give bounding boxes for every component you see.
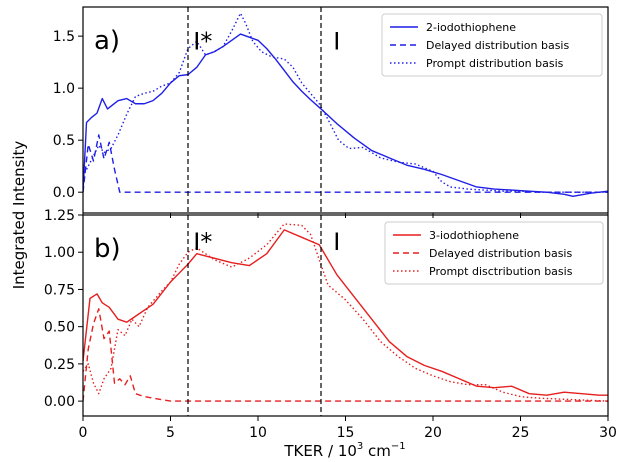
panel-label: a) — [94, 26, 120, 56]
panel-a: 0.0 0.5 1.0 1.5 a) I* I 2-iodothiophene Delayed … — [53, 6, 609, 218]
legend: 3-iodothiophene Delayed distribution basi… — [384, 221, 604, 285]
plot-area — [83, 223, 608, 402]
y-tick-label: 0.5 — [53, 133, 75, 149]
panel-b: 0.00 0.25 0.50 0.75 1.00 1.25 0 5 10 15 20 25 30 b) I*… — [44, 208, 617, 441]
series-line-1 — [83, 33, 608, 198]
x-axis-title-unit: cm — [363, 442, 391, 460]
legend-frame — [381, 13, 603, 77]
y-tick-label: 1.5 — [53, 29, 75, 45]
legend-label: Delayed distribution basis — [429, 247, 572, 260]
series-line-1 — [83, 229, 608, 396]
x-axis-title-unit-sup: −1 — [391, 441, 406, 452]
series-line-2 — [83, 134, 608, 193]
x-tick-label: 25 — [512, 425, 530, 441]
legend-label: 3-iodothiophene — [429, 229, 519, 242]
y-tick-label: 1.25 — [44, 208, 75, 224]
x-tick-label: 0 — [79, 425, 88, 441]
x-axis-title-main: TKER / 10 — [283, 442, 357, 460]
annotation-2: I — [333, 27, 340, 55]
y-tick-label: 0.0 — [53, 185, 75, 201]
y-tick-label: 0.75 — [44, 282, 75, 298]
legend: 2-iodothiophene Delayed distribution basi… — [381, 13, 603, 77]
x-axis-title-sup: 3 — [357, 441, 363, 452]
x-tick-label: 20 — [424, 425, 442, 441]
x-tick-label: 5 — [166, 425, 175, 441]
panel-label: b) — [94, 234, 121, 264]
y-tick-label: 0.00 — [44, 394, 75, 410]
annotation-2: I — [333, 228, 340, 256]
legend-label: 2-iodothiophene — [426, 21, 516, 34]
legend-label: Prompt disctribution basis — [429, 265, 573, 278]
series-line-2 — [83, 308, 608, 402]
annotation-1: I* — [193, 228, 212, 256]
x-axis-title: TKER / 103 cm−1 — [283, 441, 405, 460]
y-tick-label: 1.00 — [44, 245, 75, 261]
y-tick-label: 0.25 — [44, 357, 75, 373]
x-tick-label: 15 — [337, 425, 355, 441]
legend-label: Delayed distribution basis — [426, 39, 569, 52]
y-tick-label: 1.0 — [53, 81, 75, 97]
x-tick-label: 10 — [249, 425, 267, 441]
series-line-3 — [83, 223, 608, 402]
y-axis-title: Integrated Intensity — [10, 141, 28, 290]
legend-label: Prompt distribution basis — [426, 57, 564, 70]
legend-frame — [384, 221, 604, 285]
plot-area — [83, 12, 608, 198]
y-tick-label: 0.50 — [44, 320, 75, 336]
x-tick-label: 30 — [599, 425, 617, 441]
annotation-1: I* — [193, 27, 212, 55]
